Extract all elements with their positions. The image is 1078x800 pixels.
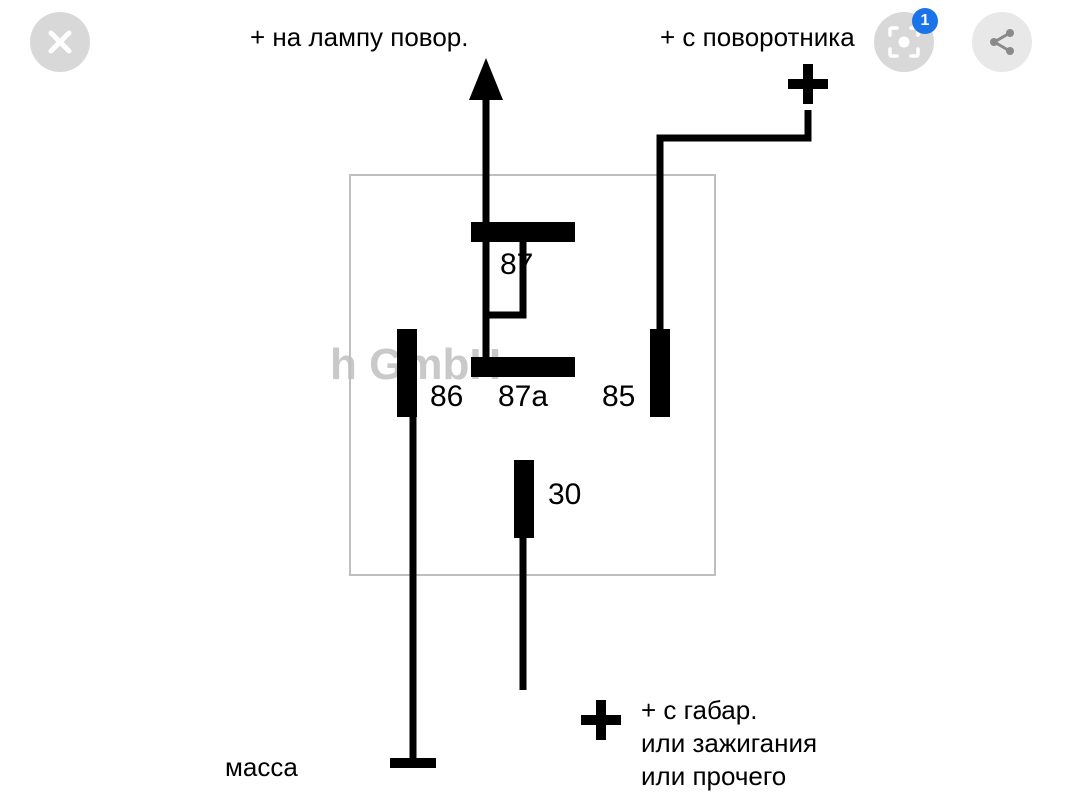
plus-icon-top (788, 64, 828, 104)
pin-86-terminal (397, 329, 417, 417)
label-from-parking-ignition: + с габар. или зажигания или прочего (641, 694, 817, 793)
plus-icon-bottom (581, 700, 621, 740)
label-from-turn-signal: + с поворотника (660, 22, 855, 53)
ground-bar-icon (390, 758, 436, 768)
wire-from-turn-signal (660, 110, 808, 329)
pin-30-label: 30 (548, 478, 581, 512)
arrow-head-icon (469, 58, 503, 100)
label-to-lamp: + на лампу повор. (250, 22, 468, 53)
pin-85-terminal (650, 329, 670, 417)
pin-87a-label: 87a (498, 380, 548, 414)
label-mass: масса (225, 752, 298, 783)
pin-30-terminal (514, 460, 534, 538)
pin-86-label: 86 (430, 380, 463, 414)
pin-87-label: 87 (500, 248, 533, 282)
pin-85-label: 85 (602, 380, 635, 414)
pin-87a-terminal (471, 357, 575, 377)
